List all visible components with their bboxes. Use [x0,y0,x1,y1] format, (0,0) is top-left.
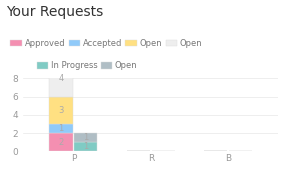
Text: 4: 4 [59,74,64,83]
Text: 1: 1 [83,133,88,142]
Bar [50,124,73,133]
Bar [74,142,97,151]
Bar [50,97,73,124]
Legend: In Progress, Open: In Progress, Open [33,58,141,74]
Bar [50,133,73,151]
Legend: Approved, Accepted, Open, Open: Approved, Accepted, Open, Open [7,35,206,51]
Text: 1: 1 [59,124,64,133]
Text: 1: 1 [83,142,88,151]
Text: Your Requests: Your Requests [6,5,103,19]
Bar [50,60,73,97]
Bar [74,133,97,142]
Text: 3: 3 [58,106,64,115]
Text: 2: 2 [59,138,64,147]
